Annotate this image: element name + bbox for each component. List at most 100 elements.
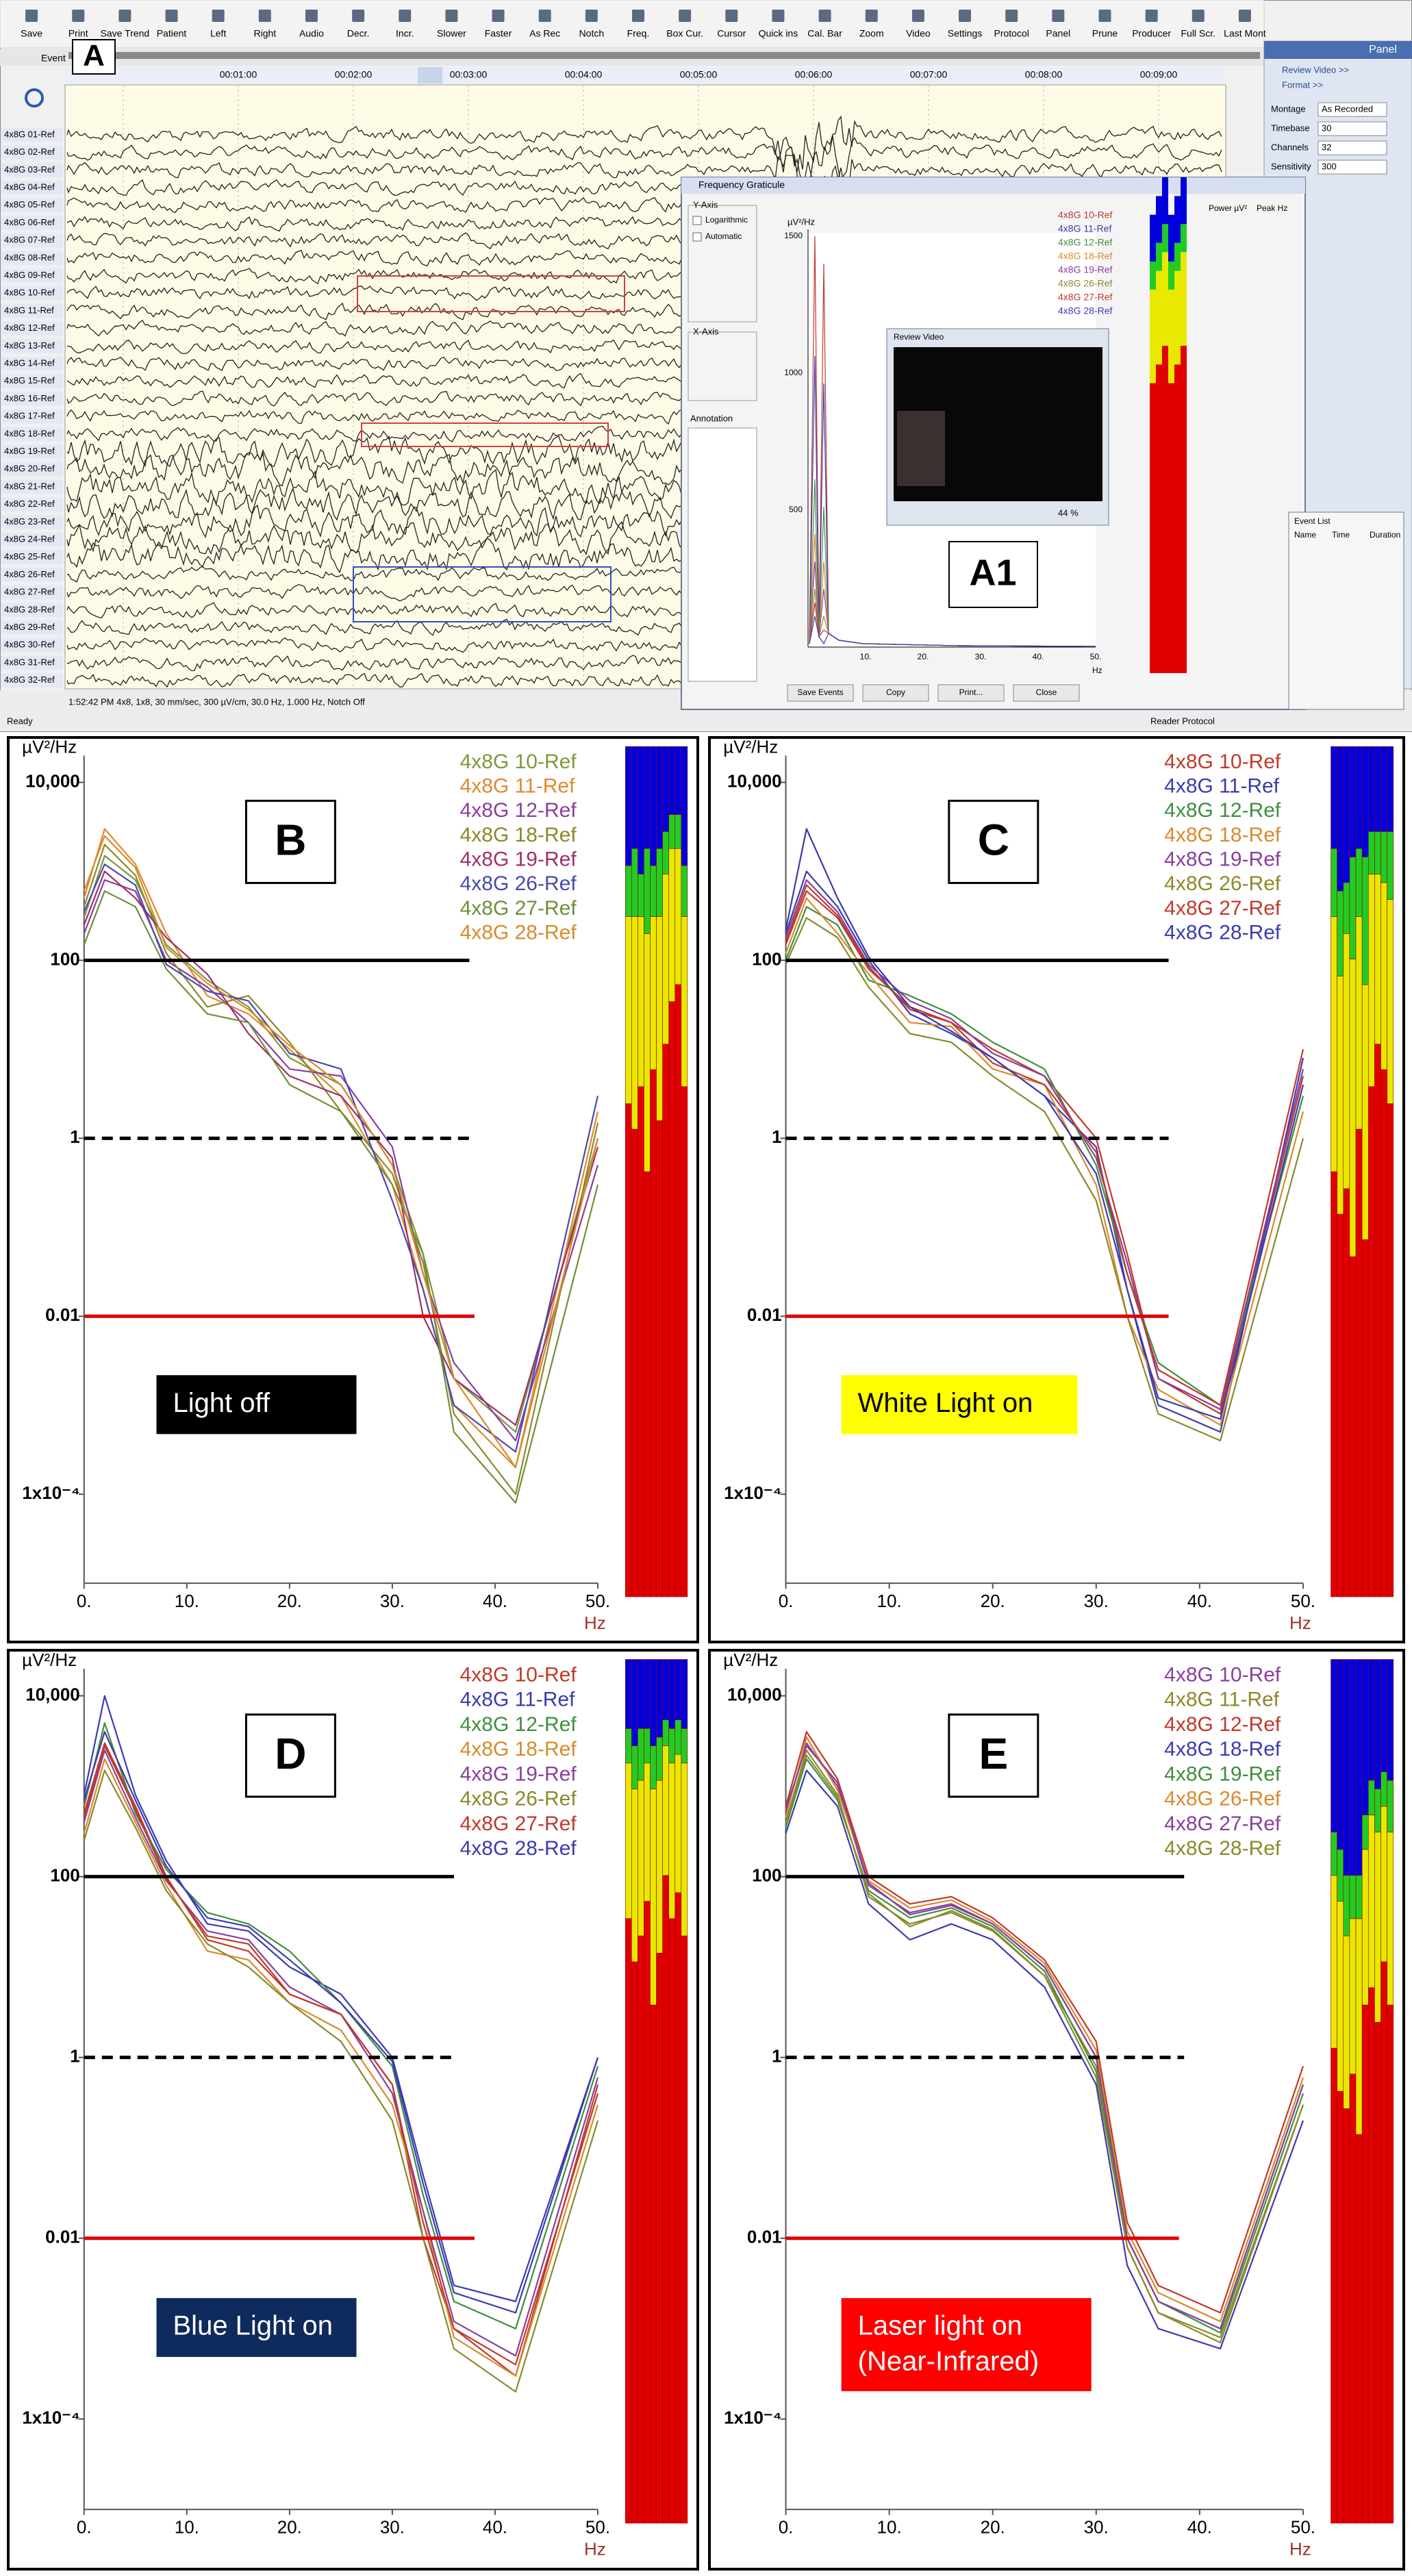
- toolbar-button[interactable]: Protocol: [994, 28, 1029, 39]
- toolbar-button[interactable]: Video: [906, 28, 931, 39]
- toolbar-icon: [1098, 10, 1111, 22]
- legend-entry: 4x8G 18-Ref: [1164, 824, 1281, 846]
- band-segment: [675, 814, 682, 849]
- button[interactable]: [862, 684, 929, 702]
- channel-tag: [1, 251, 63, 265]
- toolbar-button[interactable]: Left: [210, 28, 226, 39]
- toolbar-button[interactable]: Freq.: [627, 28, 650, 39]
- freq-trace: [809, 616, 1096, 647]
- toolbar-button[interactable]: Audio: [299, 28, 324, 39]
- toolbar-icon: [118, 10, 131, 22]
- spectrum-line: [785, 884, 1304, 1406]
- band-segment: [662, 1719, 670, 1746]
- toolbar-button[interactable]: As Rec: [529, 28, 560, 39]
- freq-y-tick: 500: [789, 505, 803, 514]
- toolbar-button[interactable]: Patient: [157, 28, 187, 39]
- toolbar-button[interactable]: Quick ins: [759, 28, 798, 39]
- side-panel-value: As Recorded: [1322, 103, 1373, 114]
- x-tick-label: 50.: [585, 1591, 610, 1611]
- band-segment: [1387, 2004, 1394, 2524]
- toolbar-button[interactable]: Producer: [1132, 28, 1171, 39]
- band-segment: [1361, 1659, 1369, 1815]
- toolbar-button[interactable]: Decr.: [347, 28, 370, 39]
- toolbar-button[interactable]: Settings: [948, 28, 983, 39]
- side-panel-link[interactable]: Review Video >>: [1282, 64, 1349, 75]
- video-title: Review Video: [894, 332, 944, 342]
- toolbar-button[interactable]: Cursor: [717, 28, 746, 39]
- spectrum-line: [83, 835, 599, 1469]
- toolbar-icon: [1052, 10, 1065, 22]
- channel-label: 4x8G 08-Ref: [4, 252, 55, 262]
- toolbar-button[interactable]: Notch: [579, 28, 605, 39]
- button[interactable]: [1013, 684, 1080, 702]
- band-segment: [1331, 916, 1337, 1172]
- table-header: Peak Hz: [1257, 203, 1287, 213]
- side-panel-link[interactable]: Format >>: [1282, 79, 1323, 90]
- table-header: Power µV²: [1209, 203, 1247, 213]
- checkbox[interactable]: [692, 232, 702, 242]
- band-segment: [1349, 2073, 1357, 2524]
- side-panel-title-bar: [1264, 41, 1412, 59]
- channel-tag: [1, 533, 63, 547]
- button[interactable]: [787, 684, 854, 702]
- channel-label: 4x8G 12-Ref: [4, 323, 55, 333]
- toolbar-button[interactable]: Faster: [485, 28, 512, 39]
- toolbar-button[interactable]: Box Cur.: [666, 28, 703, 39]
- band-segment: [625, 865, 632, 917]
- toolbar-button[interactable]: Panel: [1046, 28, 1070, 39]
- toolbar-button[interactable]: Last Mont: [1224, 28, 1266, 39]
- panel-label: A1: [969, 552, 1016, 593]
- toolbar-icon: [632, 10, 644, 22]
- toolbar-icon: [352, 10, 365, 22]
- toolbar-button[interactable]: Slower: [437, 28, 466, 39]
- legend-entry: 4x8G 28-Ref: [460, 922, 577, 944]
- toolbar-button[interactable]: Full Scr.: [1181, 28, 1215, 39]
- toolbar-icon: [1145, 10, 1158, 22]
- spectrum-line: [83, 1731, 599, 2314]
- band-segment: [638, 1780, 644, 1936]
- a1-label-box: [948, 541, 1038, 608]
- band-segment: [638, 916, 644, 1087]
- band-segment: [1387, 1103, 1394, 1598]
- channel-tag: [1, 181, 63, 195]
- channel-tag: [1, 163, 63, 177]
- toolbar-button[interactable]: Cal. Bar: [807, 28, 842, 39]
- band-segment: [650, 1789, 657, 2006]
- toolbar-button[interactable]: Right: [253, 28, 276, 39]
- band-segment: [656, 1737, 663, 1781]
- eeg-trace: [66, 136, 1222, 188]
- x-tick-label: 40.: [1187, 1591, 1212, 1611]
- legend-entry: 4x8G 19-Ref: [1164, 1763, 1281, 1785]
- freq-band-bar: [1174, 196, 1181, 243]
- x-tick-label: 20.: [981, 1591, 1005, 1611]
- time-label: 00:05:00: [680, 69, 718, 80]
- toolbar-icon: [165, 10, 178, 22]
- video-zoom: 44 %: [1058, 507, 1079, 518]
- toolbar-button[interactable]: Print: [68, 28, 88, 39]
- time-label: 00:06:00: [795, 69, 833, 80]
- y-tick-label: 1x10⁻⁴: [22, 1482, 79, 1503]
- band-segment: [1381, 1069, 1387, 1598]
- channel-tag: [1, 339, 63, 353]
- button[interactable]: [937, 684, 1005, 702]
- freq-band-bar: [1156, 364, 1162, 673]
- toolbar-button[interactable]: Save: [21, 28, 42, 39]
- caption: White Light on: [858, 1388, 1033, 1418]
- band-segment: [638, 1935, 644, 2524]
- checkbox[interactable]: [692, 216, 702, 225]
- band-segment: [644, 933, 651, 1172]
- band-segment: [1374, 746, 1381, 832]
- toolbar-button[interactable]: Prune: [1092, 28, 1118, 39]
- band-segment: [1343, 1188, 1350, 1598]
- band-segment: [662, 874, 670, 1045]
- panel-label: A: [83, 39, 105, 73]
- toolbar-button[interactable]: Incr.: [396, 28, 414, 39]
- x-tick-label: 30.: [1084, 1591, 1109, 1611]
- legend-entry: 4x8G 27-Ref: [460, 897, 577, 920]
- toolbar-button[interactable]: Save Trend: [101, 28, 150, 39]
- band-segment: [644, 746, 651, 849]
- toolbar-button[interactable]: Zoom: [859, 28, 884, 39]
- channel-label: 4x8G 27-Ref: [4, 587, 55, 597]
- band-segment: [1331, 1832, 1337, 1876]
- band-segment: [638, 1659, 644, 1729]
